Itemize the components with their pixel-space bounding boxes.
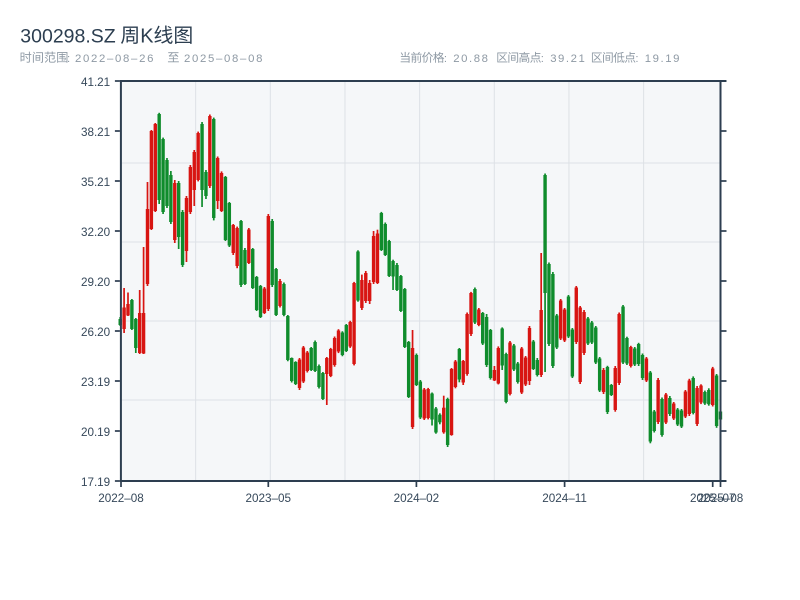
svg-text:2022–08–26: 2022–08–26 xyxy=(75,53,155,65)
svg-text:K: K xyxy=(140,25,154,47)
svg-text:2025–07: 2025–07 xyxy=(690,492,736,505)
svg-text:19.19: 19.19 xyxy=(645,53,681,65)
svg-text:26.20: 26.20 xyxy=(81,326,111,339)
svg-text::: : xyxy=(444,53,447,65)
svg-text:2024–02: 2024–02 xyxy=(394,492,440,505)
svg-text:32.20: 32.20 xyxy=(81,226,111,239)
svg-text:2024–11: 2024–11 xyxy=(542,492,587,505)
svg-text:2023–05: 2023–05 xyxy=(246,492,292,505)
svg-text::: : xyxy=(541,53,544,65)
svg-text:2025–08: 2025–08 xyxy=(698,492,744,505)
svg-text:300298.SZ: 300298.SZ xyxy=(20,25,115,47)
svg-text::: : xyxy=(635,53,638,65)
svg-text:39.21: 39.21 xyxy=(550,53,586,65)
svg-text:35.21: 35.21 xyxy=(81,176,110,189)
svg-text:20.19: 20.19 xyxy=(81,426,110,439)
svg-text:41.21: 41.21 xyxy=(81,76,110,89)
svg-text:17.19: 17.19 xyxy=(81,476,110,489)
svg-text:23.19: 23.19 xyxy=(81,376,110,389)
svg-text:38.21: 38.21 xyxy=(81,126,110,139)
svg-text:20.88: 20.88 xyxy=(453,53,489,65)
svg-text::: : xyxy=(67,53,70,65)
svg-text:2025–08–08: 2025–08–08 xyxy=(184,53,264,65)
svg-text:29.20: 29.20 xyxy=(81,276,111,289)
svg-text:2022–08: 2022–08 xyxy=(98,492,144,505)
